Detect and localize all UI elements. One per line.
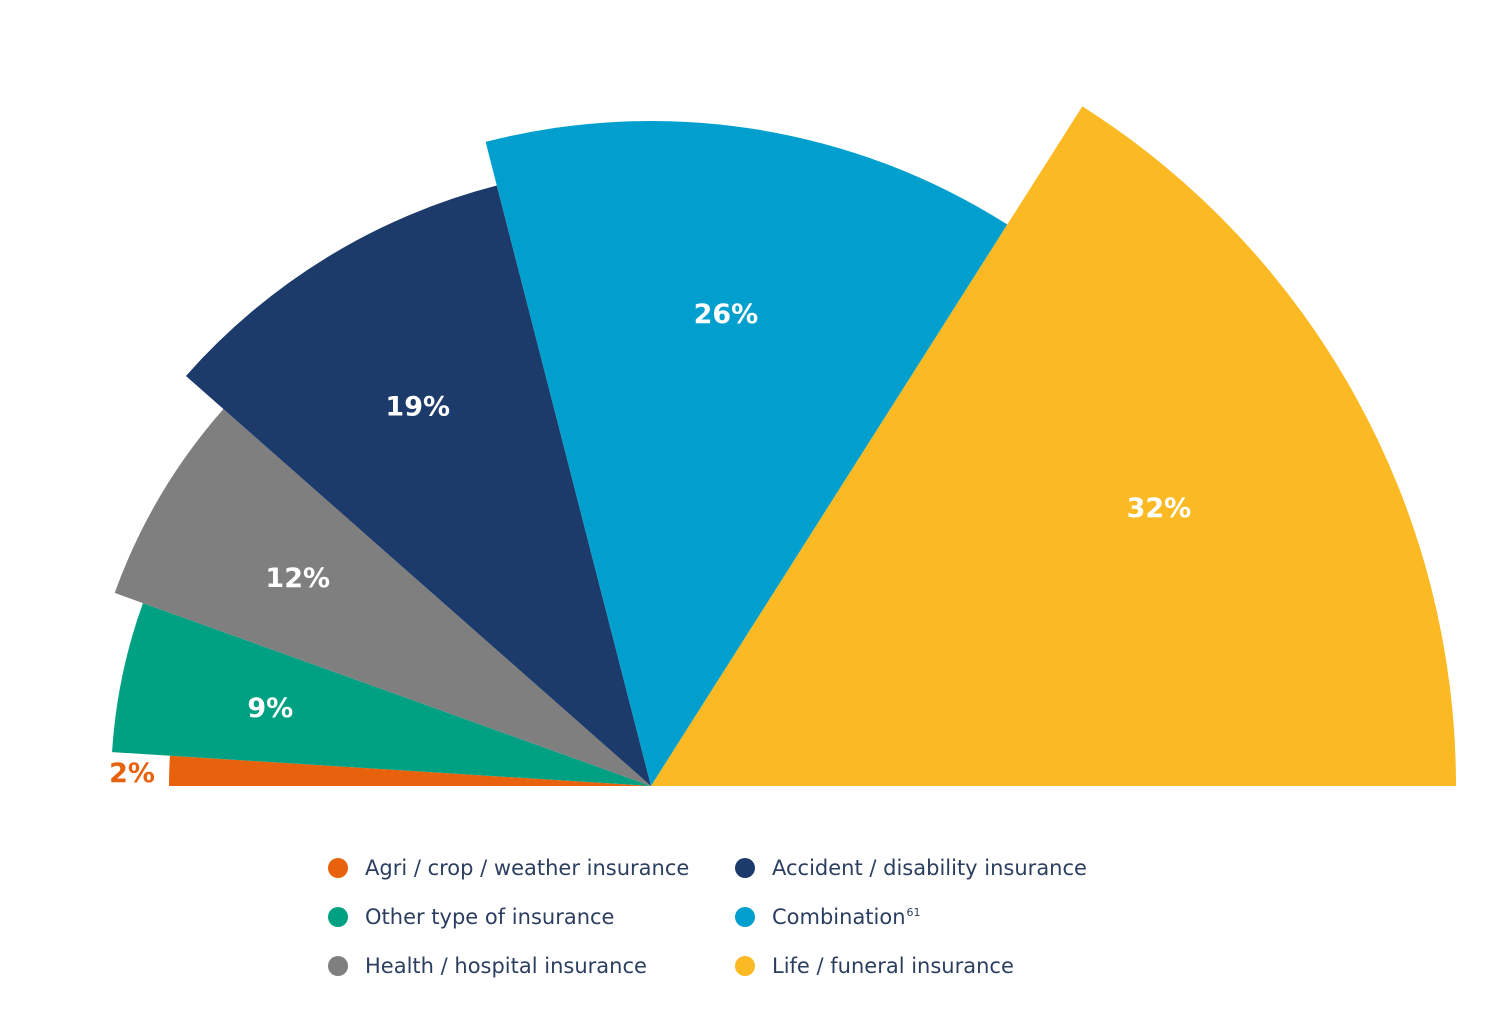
legend-swatch-agri bbox=[328, 858, 348, 878]
slice-value-label-1: 9% bbox=[247, 693, 293, 724]
legend-label-combination: Combination61 bbox=[772, 905, 921, 929]
pie-slice-5 bbox=[651, 106, 1456, 786]
pie-slice-0 bbox=[169, 755, 651, 786]
chart-legend: Agri / crop / weather insurance Other ty… bbox=[328, 848, 1148, 998]
legend-item-accident: Accident / disability insurance bbox=[735, 848, 1087, 888]
legend-label-agri: Agri / crop / weather insurance bbox=[365, 856, 690, 880]
pie-slice-1 bbox=[112, 603, 652, 786]
legend-label-accident: Accident / disability insurance bbox=[772, 856, 1087, 880]
legend-swatch-life bbox=[735, 956, 755, 976]
legend-swatch-combination bbox=[735, 907, 755, 927]
semicircle-pie-chart: 2% 9% 12% 19% 26% 32% bbox=[109, 106, 1456, 789]
legend-label-other: Other type of insurance bbox=[365, 905, 615, 929]
slice-value-label-0: 2% bbox=[109, 758, 155, 789]
pie-slice-2 bbox=[114, 409, 652, 786]
pie-slice-4 bbox=[485, 120, 1008, 786]
legend-item-other: Other type of insurance bbox=[328, 897, 614, 937]
legend-item-agri: Agri / crop / weather insurance bbox=[328, 848, 689, 888]
legend-swatch-health bbox=[328, 956, 348, 976]
legend-item-life: Life / funeral insurance bbox=[735, 946, 1014, 986]
legend-item-combination: Combination61 bbox=[735, 897, 921, 937]
legend-label-combination-text: Combination bbox=[772, 905, 906, 929]
slice-value-label-3: 19% bbox=[385, 391, 450, 422]
pie-slice-3 bbox=[185, 185, 651, 786]
legend-label-life: Life / funeral insurance bbox=[772, 954, 1014, 978]
slice-value-label-4: 26% bbox=[694, 299, 759, 330]
legend-item-health: Health / hospital insurance bbox=[328, 946, 647, 986]
legend-swatch-accident bbox=[735, 858, 755, 878]
footnote-superscript: 61 bbox=[906, 906, 921, 919]
slice-value-label-5: 32% bbox=[1127, 493, 1192, 524]
legend-label-health: Health / hospital insurance bbox=[365, 954, 647, 978]
slice-value-label-2: 12% bbox=[265, 563, 330, 594]
legend-swatch-other bbox=[328, 907, 348, 927]
